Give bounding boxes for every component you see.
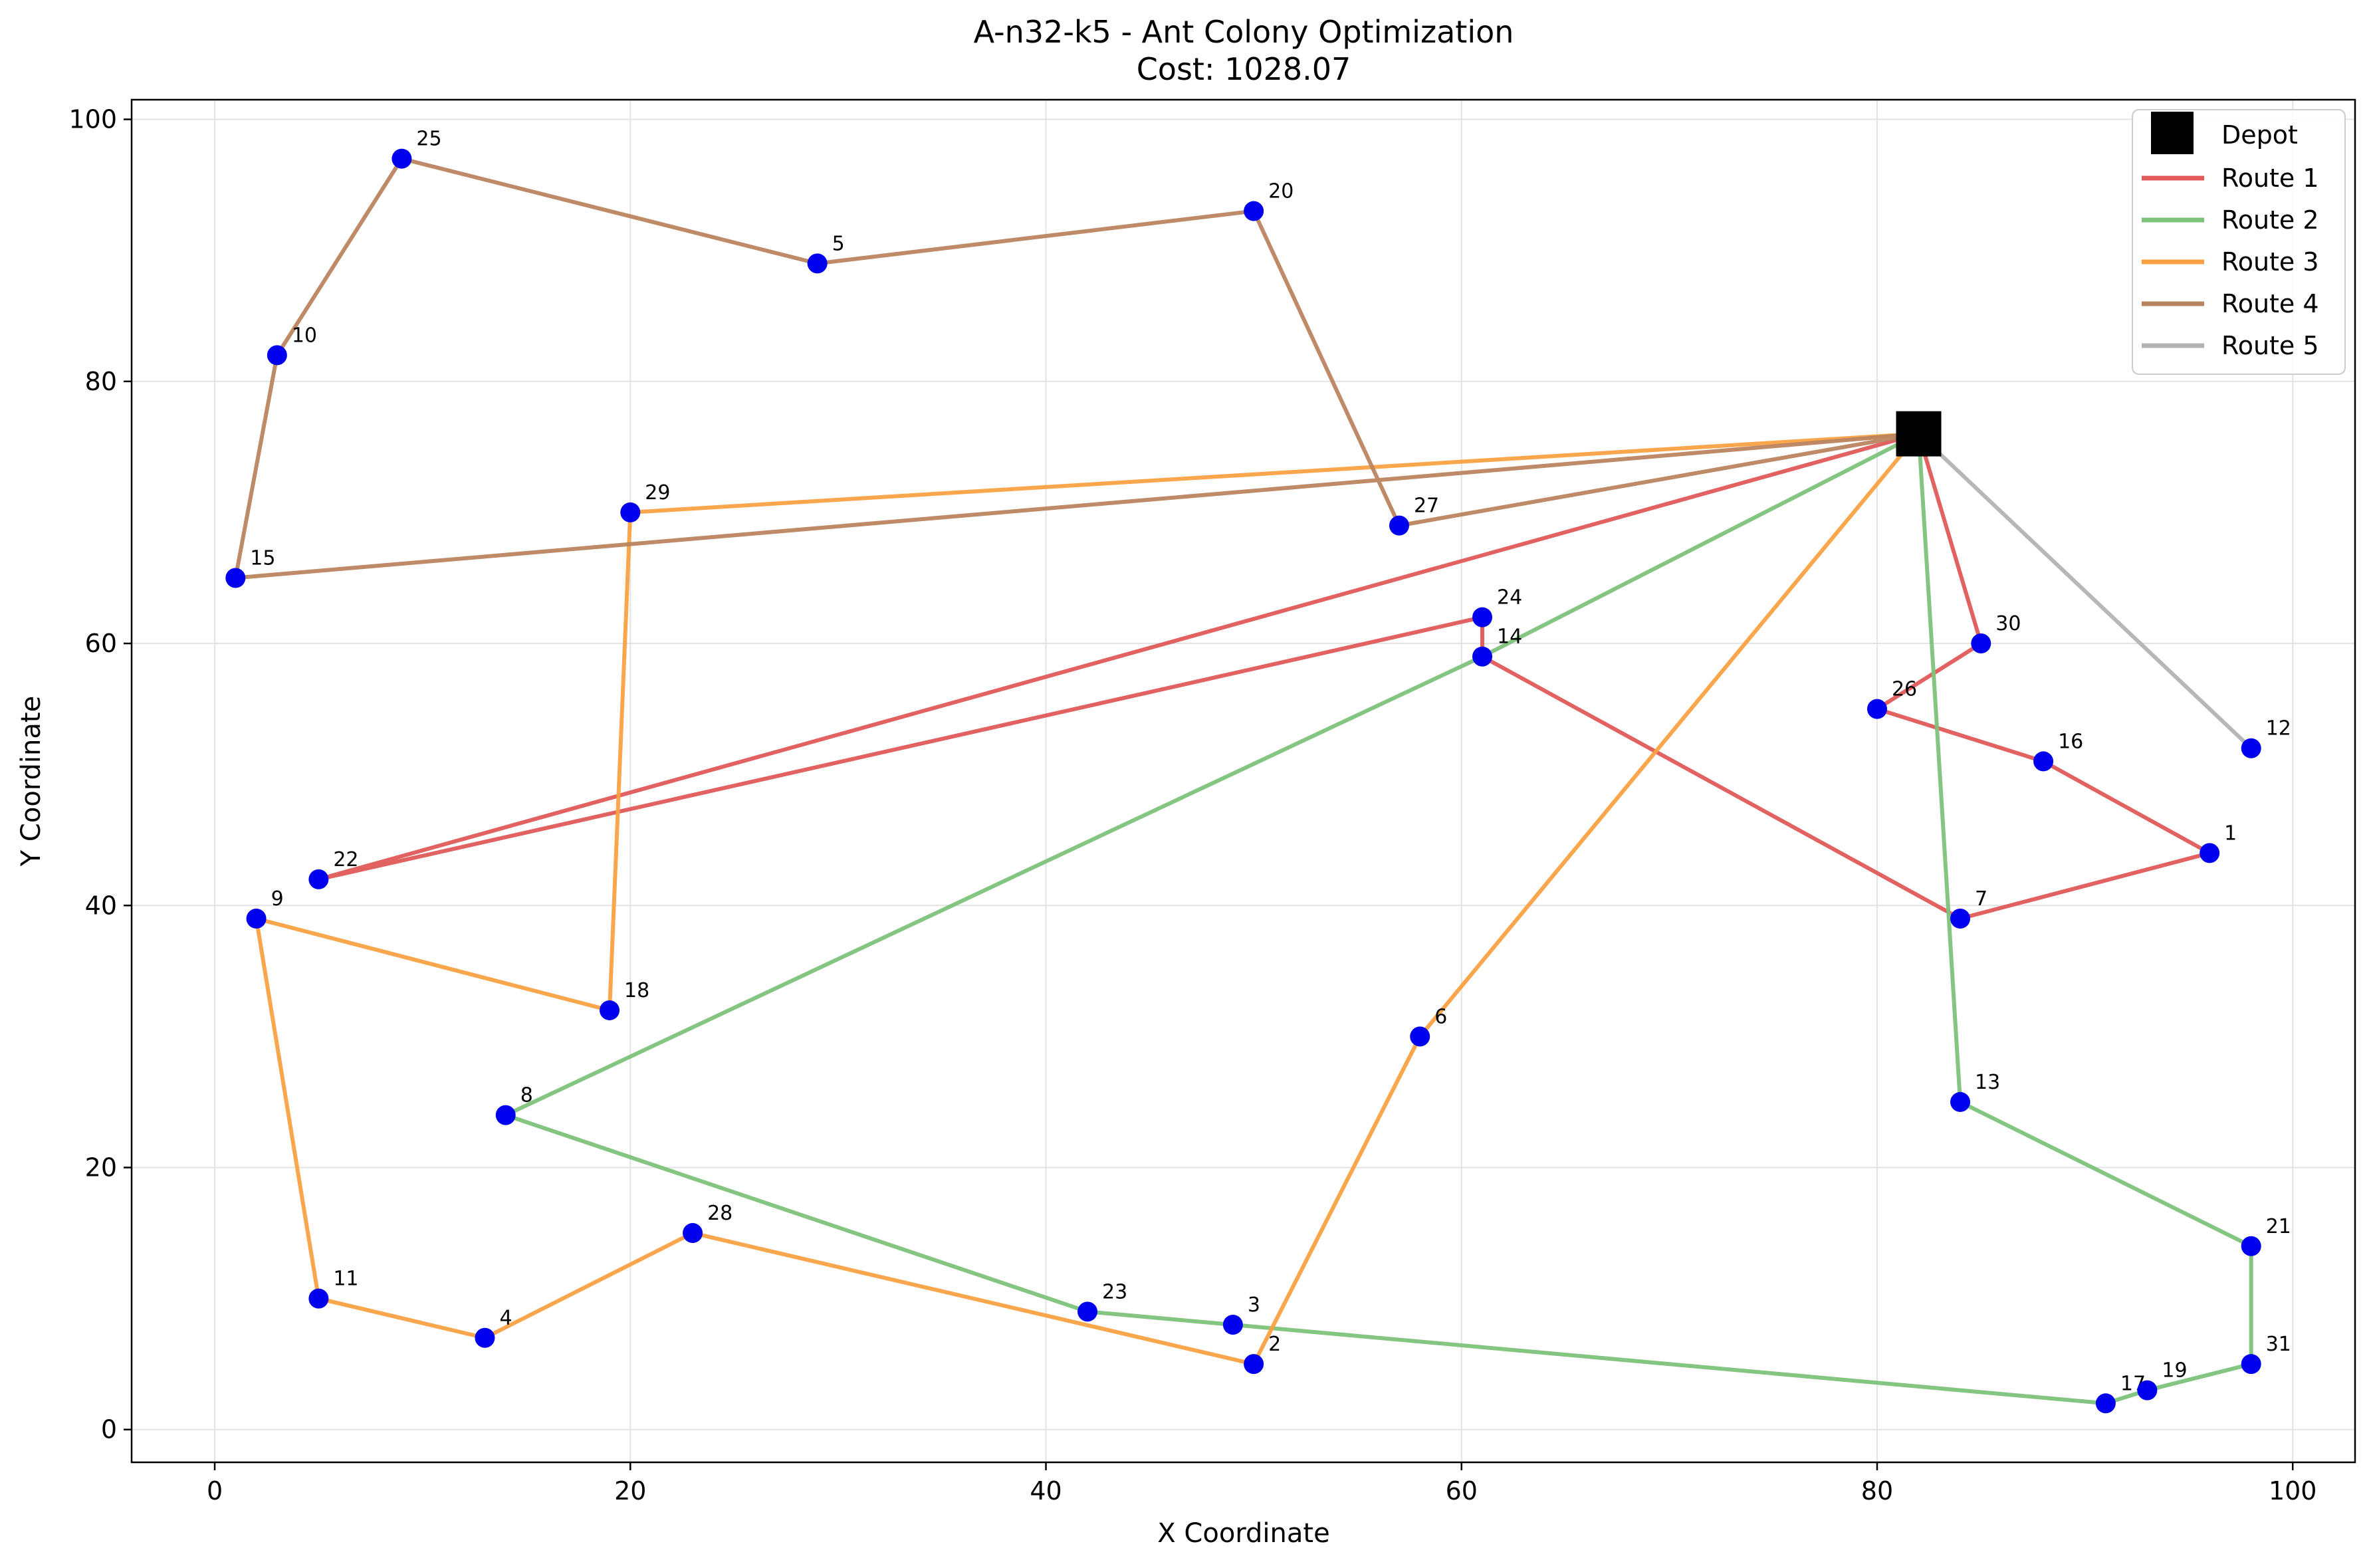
chart-title: A-n32-k5 - Ant Colony Optimization [974,14,1514,50]
customer-node [1389,515,1409,536]
node-label: 30 [1995,612,2021,635]
node-label: 7 [1975,887,1987,911]
axis-ticks: 0 20 40 60 80 100 0 20 40 60 80 100 [68,105,2316,1506]
customer-node [2241,1236,2261,1256]
node-label: 25 [416,128,441,151]
node-label: 10 [292,324,317,347]
node-label: 21 [2266,1215,2291,1238]
route-line-5 [1916,431,2253,750]
node-label: 12 [2266,717,2291,740]
node-label: 6 [1434,1005,1447,1028]
y-tick-label: 0 [101,1415,117,1444]
node-label: 14 [1497,625,1522,649]
customer-node [495,1105,516,1125]
x-axis-label: X Coordinate [1157,1518,1329,1549]
customer-node [1244,201,1264,221]
customer-node [683,1223,703,1244]
customer-node [1971,633,1991,654]
customer-node [475,1327,495,1348]
node-label: 13 [1975,1071,2000,1094]
x-tick-label: 40 [1030,1476,1062,1506]
legend-depot-marker [2151,112,2194,154]
y-tick-label: 80 [85,367,117,396]
node-label: 15 [250,546,275,570]
node-label: 29 [645,481,670,504]
node-label: 9 [271,887,284,911]
customer-node [2241,1354,2261,1375]
customer-node [1866,699,1887,719]
legend-depot-label: Depot [2221,120,2298,150]
route-line-4 [233,156,1921,580]
customer-node [600,1000,620,1020]
node-label: 24 [1497,586,1522,610]
y-axis-label: Y Coordinate [16,696,47,867]
route-lines [233,156,2253,1406]
customer-node [2033,751,2054,772]
x-tick-label: 60 [1446,1476,1478,1506]
legend-route-label-1: Route 1 [2221,164,2319,193]
depot-marker [1896,411,1942,457]
legend-route-label-3: Route 3 [2221,247,2319,277]
chart-subtitle: Cost: 1028.07 [1137,51,1351,87]
route-line-3 [254,431,1921,1367]
customer-node [2200,843,2220,863]
customer-node [267,345,287,366]
customer-node [246,908,267,929]
legend-route-label-2: Route 2 [2221,205,2319,235]
node-label: 4 [499,1307,512,1330]
plot-frame [130,98,2356,1464]
customer-node [620,502,641,522]
node-label: 23 [1102,1280,1127,1303]
y-tick-label: 60 [85,629,117,658]
node-label: 3 [1248,1293,1260,1317]
y-tick-label: 20 [85,1153,117,1182]
customer-node [1950,908,1971,929]
customer-node [308,869,329,889]
customer-node [2137,1380,2158,1400]
node-label: 11 [333,1268,358,1291]
node-label: 16 [2058,730,2083,753]
customer-node [392,148,412,169]
y-tick-label: 40 [85,891,117,920]
customer-node [308,1288,329,1309]
legend-route-label-5: Route 5 [2221,331,2319,360]
customer-node [1472,646,1493,667]
node-label: 8 [520,1084,533,1107]
node-label: 28 [707,1202,733,1225]
customer-node [2095,1393,2116,1414]
route-line-2 [503,431,2253,1406]
customer-node [1410,1026,1430,1047]
node-label: 26 [1892,678,1917,701]
node-label: 20 [1268,180,1294,203]
customer-node [225,568,246,588]
legend-route-label-4: Route 4 [2221,289,2319,318]
node-label: 5 [832,232,845,255]
node-label: 22 [333,848,358,871]
node-label: 27 [1414,495,1439,518]
legend-routes: Route 1 Route 2 Route 3 Route 4 Route 5 [2142,164,2319,360]
x-tick-label: 100 [2269,1476,2317,1506]
node-label: 18 [624,979,649,1002]
node-label: 1 [2224,822,2237,845]
customer-node [1472,607,1493,627]
grid [132,100,2355,1462]
customer-node [1077,1301,1098,1322]
customer-node [1244,1354,1264,1375]
y-tick-label: 100 [68,105,117,134]
customer-node [807,253,828,274]
x-tick-label: 80 [1861,1476,1893,1506]
x-tick-label: 0 [207,1476,223,1506]
node-label: 2 [1268,1333,1281,1356]
customer-nodes: 1234567891011121314151617181920212223242… [225,128,2291,1414]
customer-node [1950,1091,1971,1112]
node-label: 31 [2266,1333,2291,1356]
x-tick-label: 20 [614,1476,646,1506]
customer-node [2241,738,2261,758]
route-line-1 [316,431,2212,921]
customer-node [1222,1315,1243,1335]
node-label: 19 [2162,1359,2187,1383]
depot-layer [1896,411,1942,457]
